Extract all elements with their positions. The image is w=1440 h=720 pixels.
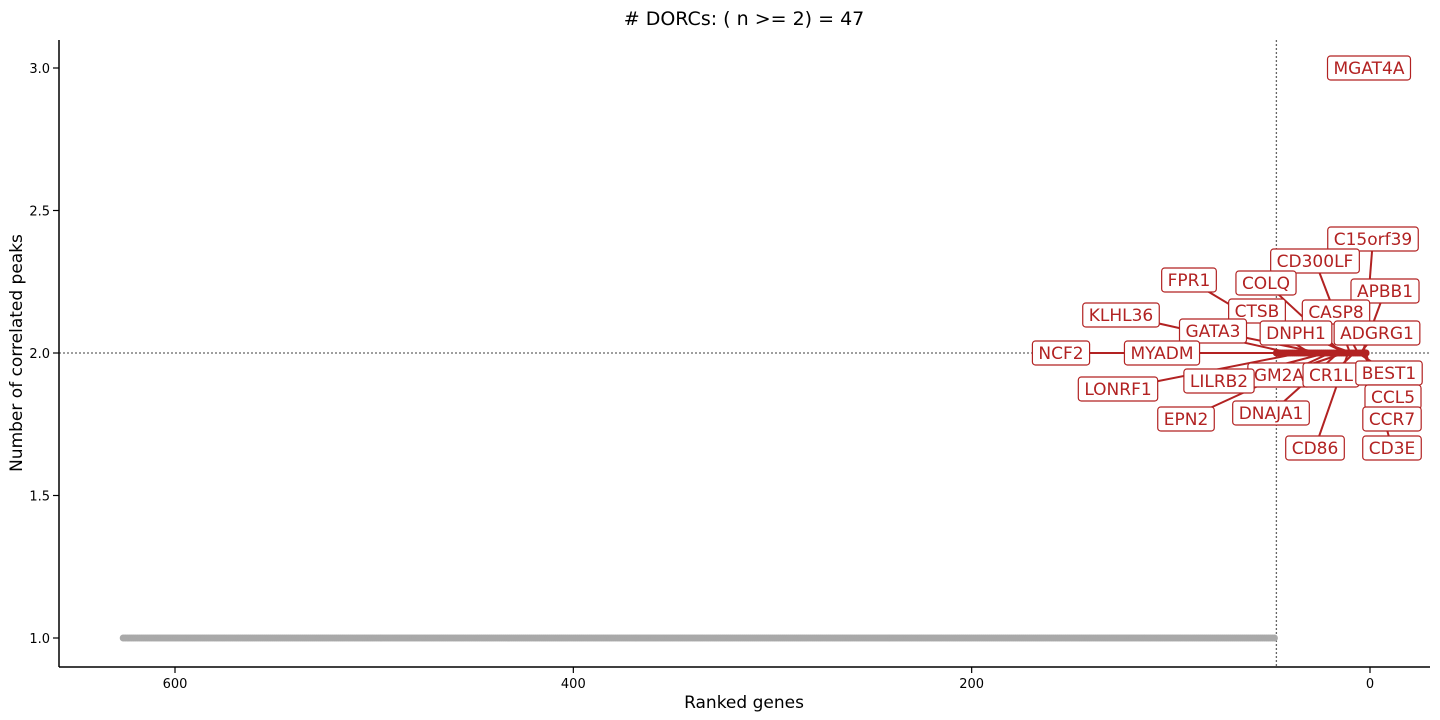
gene-label-box (1031, 340, 1091, 366)
y-tick-label: 2.5 (29, 205, 50, 220)
gene-label-text: MGAT4A (1334, 59, 1405, 79)
gene-label-colq: COLQ (1235, 270, 1297, 296)
gene-label-text: BEST1 (1362, 364, 1416, 384)
gene-label-epn2: EPN2 (1157, 406, 1215, 432)
x-tick-label: 600 (163, 677, 188, 692)
x-tick-label: 0 (1366, 677, 1374, 692)
gene-label-text: LILRB2 (1190, 372, 1248, 392)
gene-label-text: CD86 (1292, 439, 1339, 459)
gene-label-box (1082, 302, 1160, 328)
gene-label-ncf2: NCF2 (1031, 340, 1091, 366)
gene-label-text: EPN2 (1164, 410, 1209, 430)
y-axis-title: Number of correlated peaks (7, 234, 27, 472)
gene-label-text: COLQ (1242, 274, 1290, 294)
gene-label-text: MYADM (1130, 344, 1193, 364)
gene-label-text: CR1L (1309, 366, 1353, 386)
gene-label-lonrf1: LONRF1 (1077, 376, 1159, 402)
gene-label-c15orf39: C15orf39 (1327, 226, 1419, 252)
gene-label-text: CTSB (1235, 302, 1280, 322)
x-axis-title: Ranked genes (684, 693, 804, 713)
gene-label-text: DNAJA1 (1239, 404, 1304, 424)
gene-label-fpr1: FPR1 (1161, 267, 1217, 293)
gene-label-box (1270, 248, 1360, 274)
gene-label-text: ADGRG1 (1340, 324, 1414, 344)
gene-label-text: GM2A (1254, 366, 1305, 386)
gene-label-text: APBB1 (1357, 282, 1413, 302)
gene-label-ctsb: CTSB (1228, 298, 1286, 324)
gene-label-box (1362, 406, 1422, 432)
gene-label-text: DNPH1 (1266, 324, 1326, 344)
axes: 600 400 200 0 1.0 1.5 2.0 2.5 3.0 (29, 40, 1430, 692)
gene-label-text: CD3E (1369, 439, 1416, 459)
gene-label-klhl36: KLHL36 (1082, 302, 1160, 328)
gene-label-cd3e: CD3E (1362, 435, 1422, 461)
gene-label-box (1333, 320, 1421, 346)
gene-label-box (1161, 267, 1217, 293)
gene-label-text: CASP8 (1308, 303, 1363, 323)
gene-label-text: C15orf39 (1334, 230, 1413, 250)
gene-label-box (1183, 368, 1255, 394)
gene-label-myadm: MYADM (1123, 340, 1201, 366)
gene-label-box (1123, 340, 1201, 366)
gene-label-ccr7: CCR7 (1362, 406, 1422, 432)
gene-label-ccl5: CCL5 (1364, 384, 1422, 410)
y-tick-label: 1.0 (29, 632, 50, 647)
gene-label-text: GATA3 (1186, 322, 1241, 342)
gene-label-apbb1: APBB1 (1350, 278, 1420, 304)
chart-title: # DORCs: ( n >= 2) = 47 (624, 8, 865, 30)
gene-label-box (1157, 406, 1215, 432)
gene-label-box (1285, 435, 1345, 461)
gene-label-text: CCL5 (1371, 388, 1415, 408)
gene-label-cd86: CD86 (1285, 435, 1345, 461)
gene-label-box (1178, 318, 1248, 344)
gene-label-box (1327, 226, 1419, 252)
x-tick-label: 200 (959, 677, 984, 692)
gene-label-best1: BEST1 (1355, 360, 1423, 386)
gene-label-adgrg1: ADGRG1 (1333, 320, 1421, 346)
gene-label-box (1362, 435, 1422, 461)
y-tick-label: 2.0 (29, 347, 50, 362)
gene-label-text: LONRF1 (1084, 380, 1151, 400)
background-gene-point (119, 634, 127, 642)
gene-label-box (1350, 278, 1420, 304)
gene-label-box (1259, 320, 1333, 346)
gene-label-mgat4a: MGAT4A (1326, 55, 1412, 81)
gene-label-box (1228, 298, 1286, 324)
gene-label-text: CD300LF (1277, 252, 1354, 272)
gene-label-dnaja1: DNAJA1 (1232, 400, 1310, 426)
gene-label-cd300lf: CD300LF (1270, 248, 1360, 274)
y-tick-label: 1.5 (29, 490, 50, 505)
gene-label-text: KLHL36 (1089, 306, 1154, 326)
gene-label-dnph1: DNPH1 (1259, 320, 1333, 346)
gene-label-box (1326, 55, 1412, 81)
gene-label-box (1235, 270, 1297, 296)
x-tick-label: 400 (561, 677, 586, 692)
gene-label-box (1077, 376, 1159, 402)
gene-label-casp8: CASP8 (1301, 299, 1371, 325)
y-tick-label: 3.0 (29, 62, 50, 77)
gene-label-gm2a: GM2A (1247, 362, 1311, 388)
gene-label-text: FPR1 (1168, 271, 1211, 291)
gene-label-cr1l: CR1L (1302, 362, 1360, 388)
gene-label-box (1232, 400, 1310, 426)
gene-label-lilrb2: LILRB2 (1183, 368, 1255, 394)
gene-label-gata3: GATA3 (1178, 318, 1248, 344)
gene-label-text: CCR7 (1369, 410, 1415, 430)
gene-label-text: NCF2 (1038, 344, 1083, 364)
